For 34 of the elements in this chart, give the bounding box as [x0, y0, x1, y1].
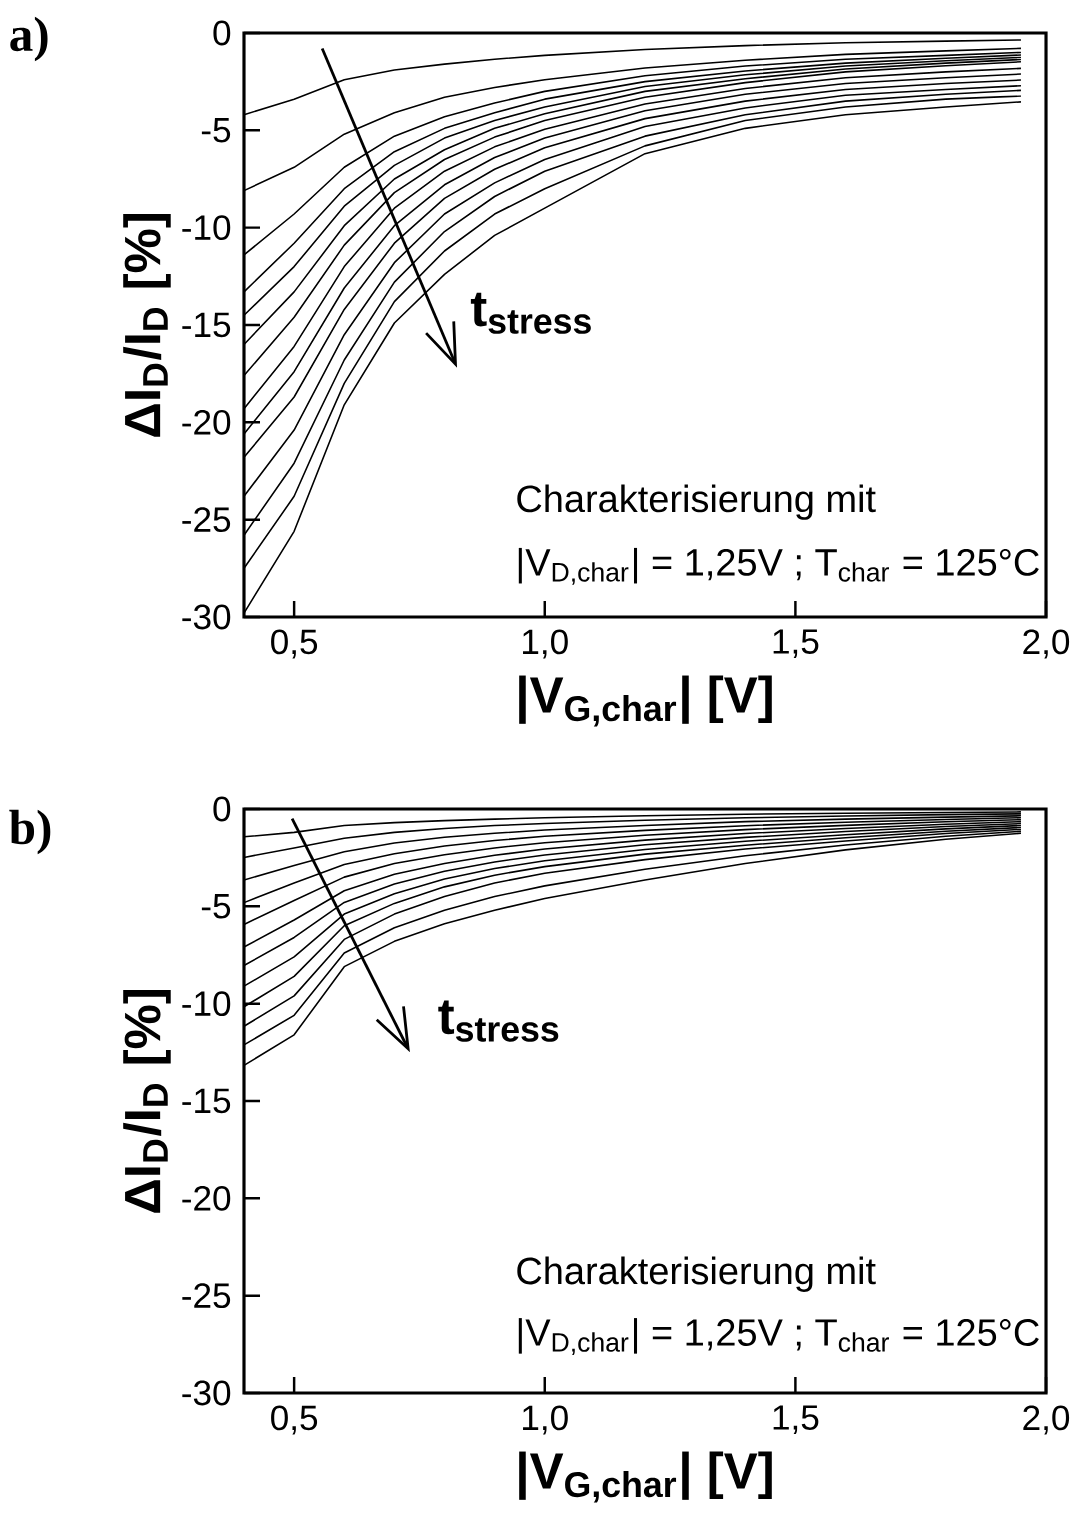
y-tick-label: -30	[182, 1380, 231, 1406]
y-tick-label: -15	[182, 312, 231, 338]
y-tick-label: -10	[182, 215, 231, 241]
x-tick-label: 1,0	[522, 1405, 568, 1435]
annotation: t$_{stress}$	[470, 292, 591, 334]
annotation: t$_{stress}$	[438, 1000, 559, 1042]
y-tick-label: -5	[201, 118, 231, 143]
chart-title: b)	[9, 809, 51, 855]
x-tick-label: 2,0	[1023, 1405, 1070, 1435]
y-tick-label: -20	[182, 409, 231, 435]
y-tick-label: -25	[182, 1283, 231, 1309]
chart-title: a)	[10, 16, 48, 62]
x-tick-label: 1,5	[773, 1405, 819, 1435]
x-tick-label: 0,5	[271, 629, 318, 659]
annotation: |V$_{D,char}$| = 1,25V ; T$_{char}$ = 125°C	[518, 547, 1039, 585]
y-axis-title: ΔI$_{D}$/I$_{D}$ [%]	[123, 990, 171, 1213]
x-tick-label: 0,5	[271, 1405, 318, 1435]
annotation: |V$_{D,char}$| = 1,25V ; T$_{char}$ = 125°C	[518, 1318, 1039, 1356]
x-axis-title: |V$_{G,char}$| [V]	[519, 675, 772, 727]
y-tick-label: -5	[201, 894, 231, 919]
annotation: Charakterisierung mit	[517, 484, 876, 520]
y-axis-title: ΔI$_{D}$/I$_{D}$ [%]	[123, 214, 171, 437]
y-tick-label: 0	[213, 20, 231, 46]
y-tick-label: -30	[182, 604, 231, 630]
y-tick-label: -25	[182, 507, 231, 533]
x-tick-label: 1,0	[522, 629, 568, 659]
x-axis-title: |V$_{G,char}$| [V]	[519, 1451, 772, 1503]
x-tick-label: 2,0	[1023, 629, 1070, 659]
x-tick-label: 1,5	[773, 629, 819, 659]
y-tick-label: -10	[182, 991, 231, 1017]
y-tick-label: -20	[182, 1185, 231, 1211]
y-tick-label: -15	[182, 1088, 231, 1114]
annotation: Charakterisierung mit	[517, 1256, 876, 1292]
y-tick-label: 0	[213, 796, 231, 822]
